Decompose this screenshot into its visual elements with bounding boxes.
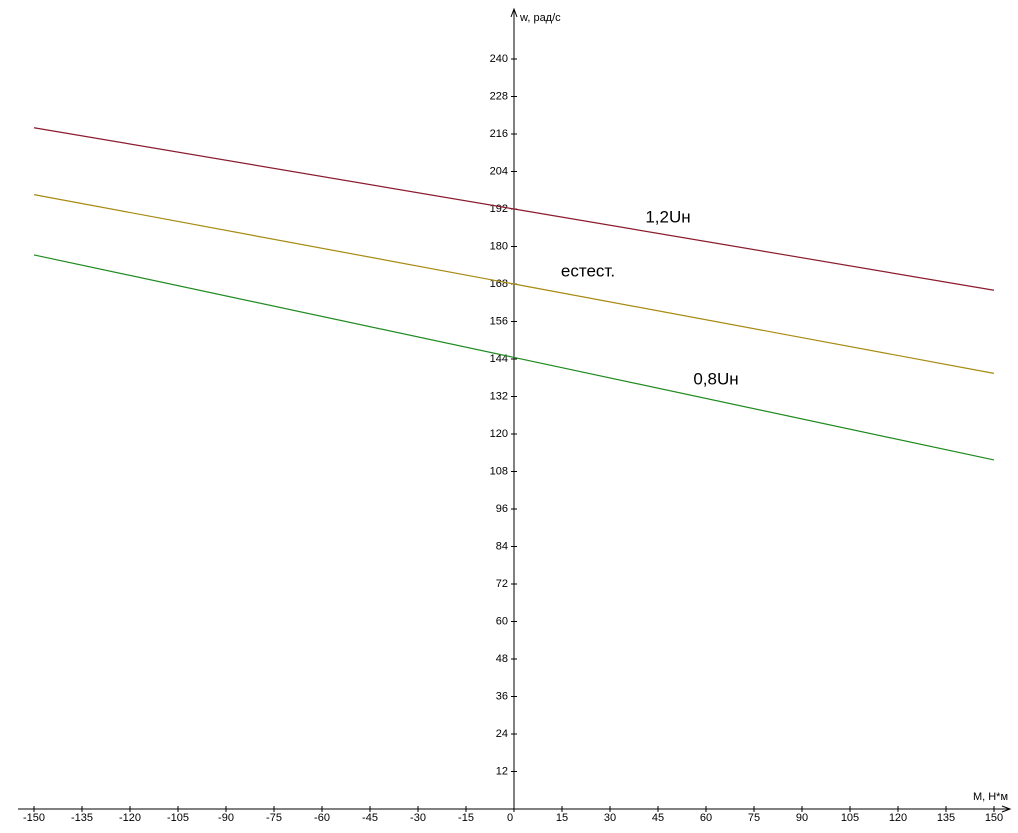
y-tick-label: 72 <box>496 578 508 590</box>
x-tick-label: -105 <box>167 812 189 824</box>
x-tick-label: 120 <box>889 812 907 824</box>
x-tick-label: 30 <box>604 812 616 824</box>
series-line <box>33 254 995 461</box>
x-tick-label: 135 <box>937 812 955 824</box>
x-tick-label: -135 <box>71 812 93 824</box>
x-axis-arrow <box>1001 805 1012 813</box>
x-tick-label: -90 <box>218 812 234 824</box>
x-tick-label: 150 <box>985 812 1003 824</box>
y-tick-label: 108 <box>490 465 508 477</box>
x-tick-label: 15 <box>556 812 568 824</box>
series-line <box>33 127 995 291</box>
y-tick-label: 48 <box>496 653 508 665</box>
y-tick-label: 120 <box>490 428 508 440</box>
x-axis-label: M, H*м <box>973 791 1008 803</box>
x-tick-label: -150 <box>23 812 45 824</box>
y-tick-label: 228 <box>490 90 508 102</box>
y-tick-label: 216 <box>490 128 508 140</box>
y-tick-label: 24 <box>496 728 508 740</box>
x-tick-label: -15 <box>458 812 474 824</box>
y-tick-label: 36 <box>496 690 508 702</box>
x-tick-label: 75 <box>748 812 760 824</box>
x-tick-label: 0 <box>507 812 513 824</box>
series-line <box>33 194 995 374</box>
y-tick-label: 12 <box>496 765 508 777</box>
series-label: 0,8Uн <box>693 369 738 388</box>
y-tick-label: 240 <box>490 53 508 65</box>
series-label: естест. <box>561 261 615 280</box>
x-tick-label: 90 <box>796 812 808 824</box>
x-tick-label: -60 <box>314 812 330 824</box>
y-tick-label: 144 <box>490 353 508 365</box>
x-tick-label: -75 <box>266 812 282 824</box>
y-tick-label: 132 <box>490 390 508 402</box>
x-tick-label: 105 <box>841 812 859 824</box>
y-tick-label: 96 <box>496 503 508 515</box>
y-tick-label: 180 <box>490 240 508 252</box>
y-axis-arrow <box>510 7 518 18</box>
x-tick-label: -120 <box>119 812 141 824</box>
x-tick-label: 45 <box>652 812 664 824</box>
y-tick-label: 156 <box>490 315 508 327</box>
x-tick-label: -45 <box>362 812 378 824</box>
y-tick-label: 60 <box>496 615 508 627</box>
y-tick-label: 204 <box>490 165 508 177</box>
y-tick-label: 192 <box>490 203 508 215</box>
x-tick-label: -30 <box>410 812 426 824</box>
series-label: 1,2Uн <box>645 207 690 226</box>
y-axis-label: w, рад/с <box>519 12 561 24</box>
y-tick-label: 84 <box>496 540 508 552</box>
x-tick-label: 60 <box>700 812 712 824</box>
